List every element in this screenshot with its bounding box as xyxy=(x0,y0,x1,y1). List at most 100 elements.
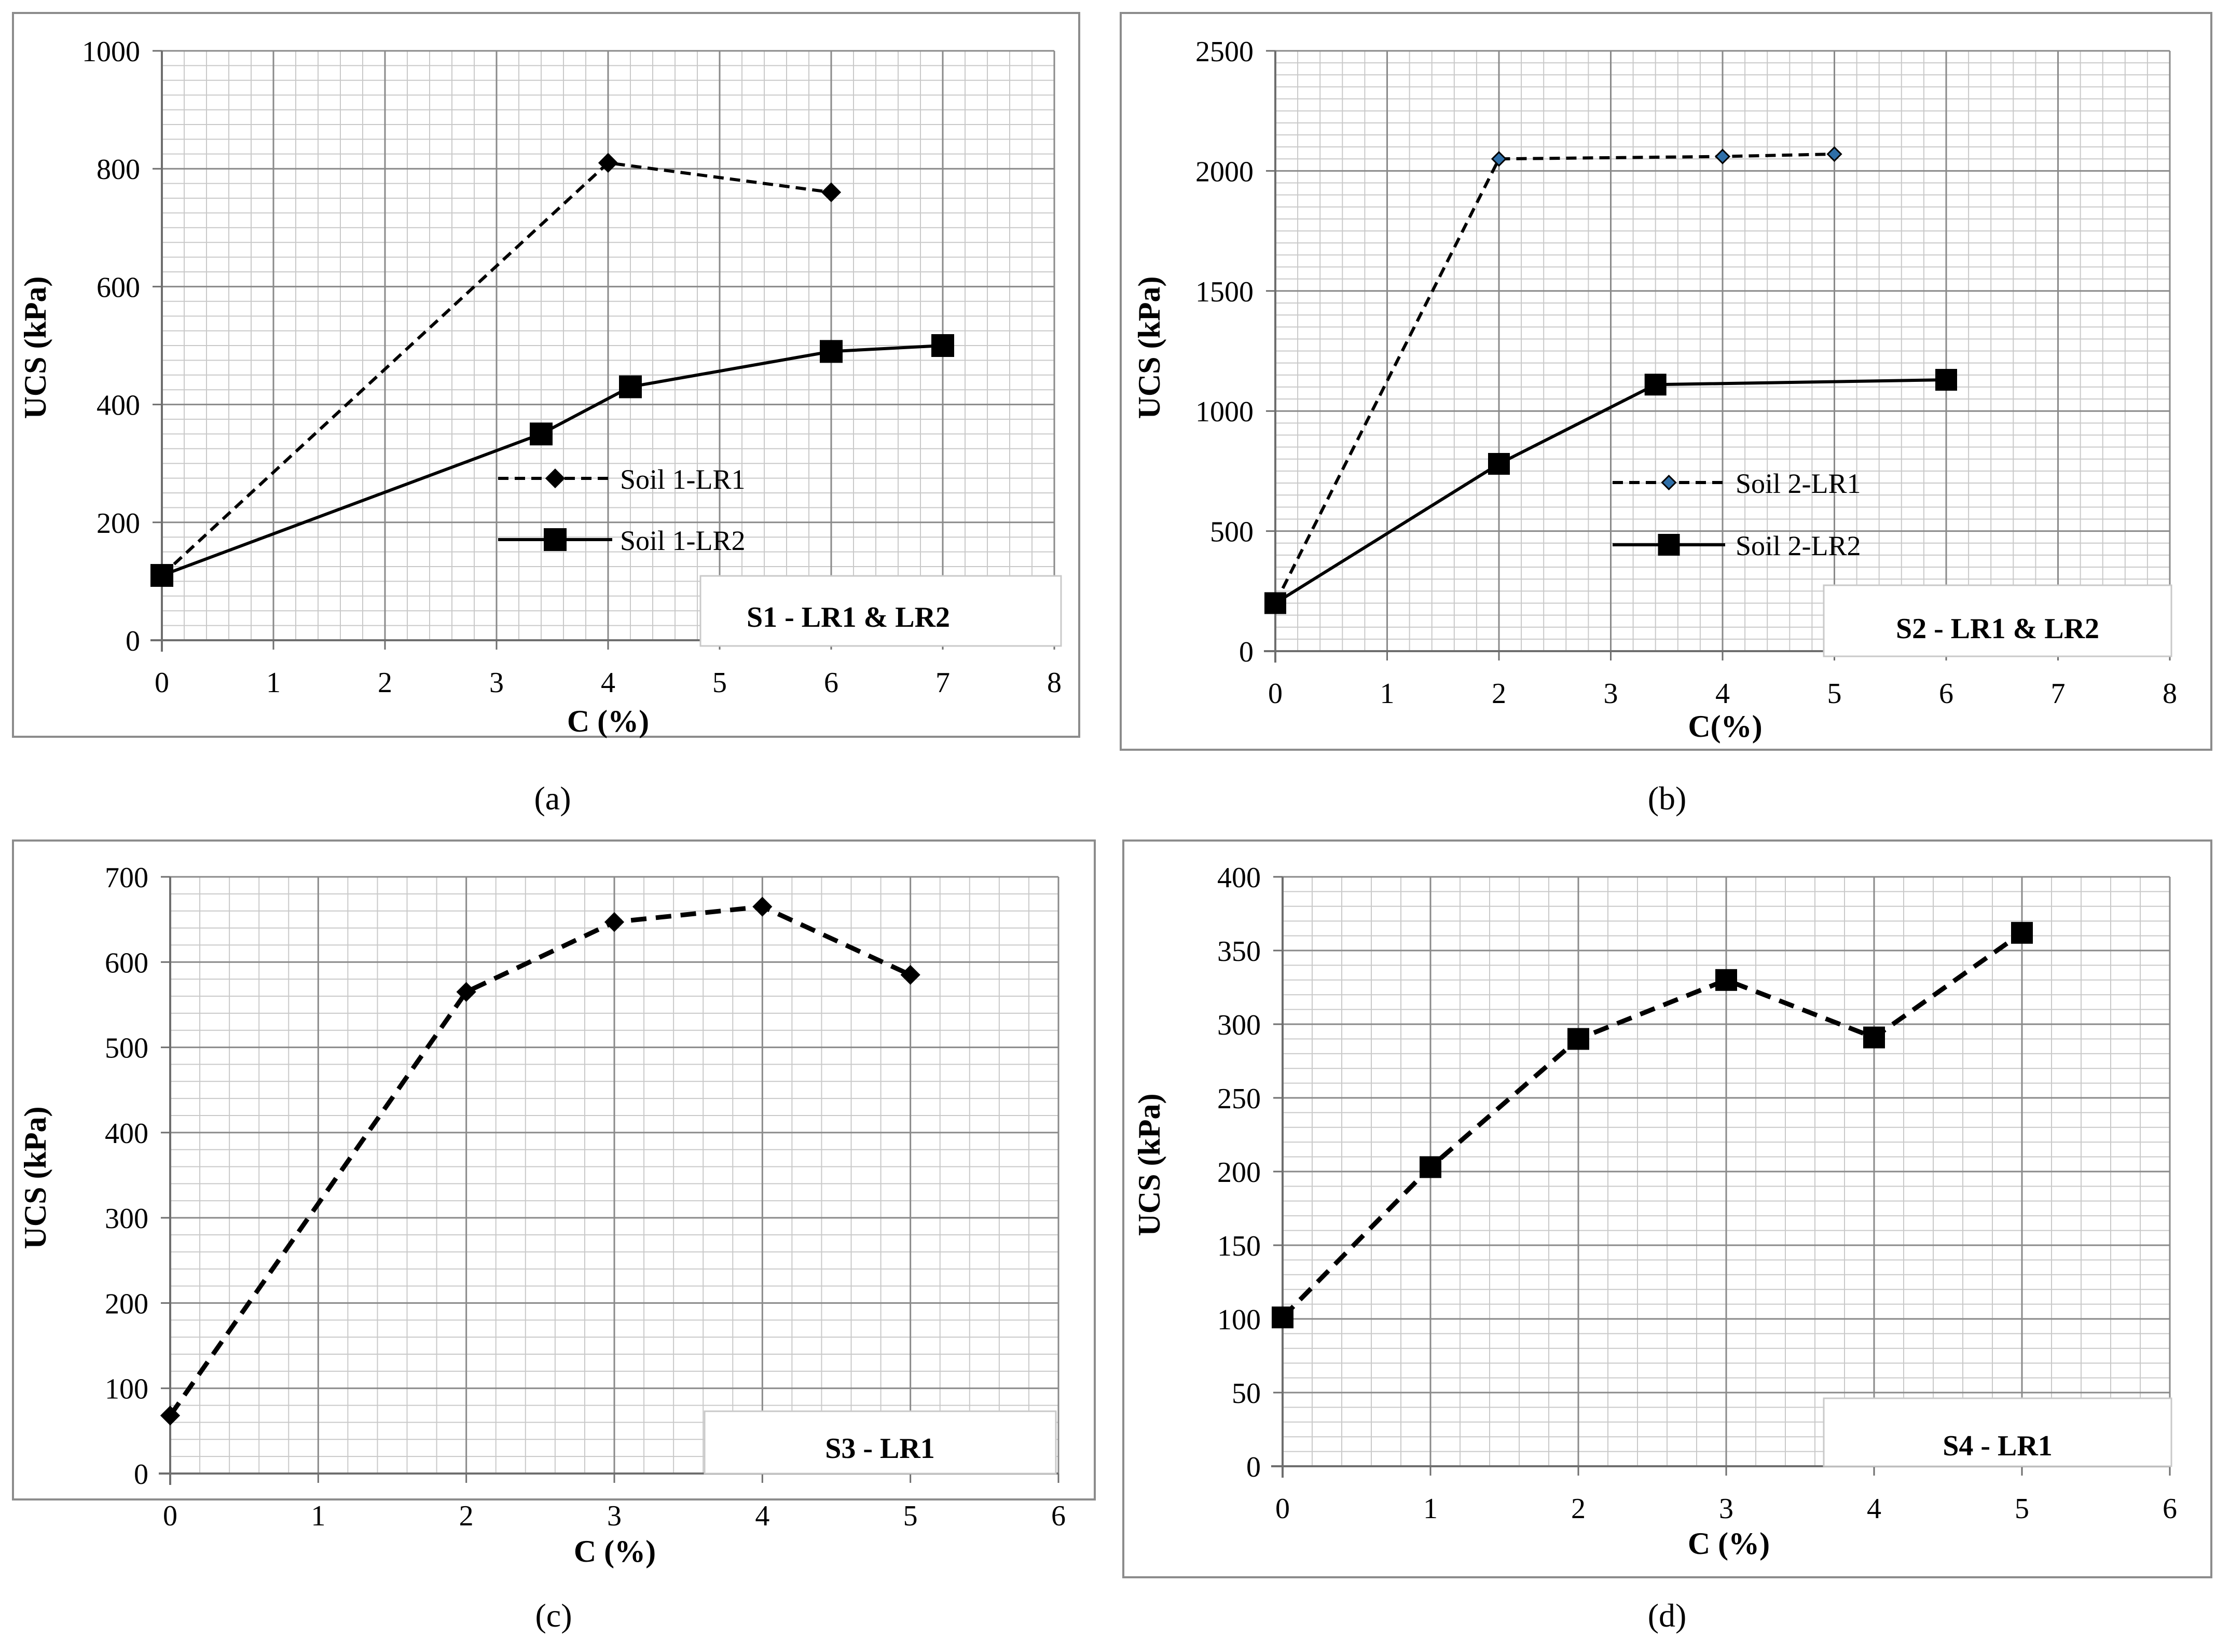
data-point xyxy=(1488,453,1510,475)
x-axis-label: C(%) xyxy=(1688,709,1762,744)
y-axis-label: UCS (kPa) xyxy=(18,1106,52,1249)
x-tick-label: 8 xyxy=(2163,678,2177,710)
x-tick-label: 0 xyxy=(155,667,169,699)
chart-panel: 0 1 2 3 4 5 6 0 100 200 300 400 500 600 700 S3 - LR1 C (… xyxy=(12,839,1096,1568)
legend-marker xyxy=(544,528,567,551)
data-point xyxy=(150,564,173,587)
data-point xyxy=(1644,374,1667,396)
panel-label: (d) xyxy=(1648,1597,1687,1634)
chart-frame xyxy=(12,839,1096,1500)
y-tick-label: 1500 xyxy=(1195,276,1254,308)
data-point xyxy=(900,965,920,985)
chart-title: S3 - LR1 xyxy=(825,1433,935,1465)
x-axis-label: C (%) xyxy=(574,1534,656,1568)
legend: Soil 1-LR1 Soil 1-LR2 xyxy=(498,464,746,556)
x-tick-label: 2 xyxy=(1492,678,1506,710)
x-tick-label: 3 xyxy=(489,667,504,699)
x-tick-label: 0 xyxy=(163,1500,177,1532)
x-tick-label: 7 xyxy=(2051,678,2066,710)
y-tick-label: 400 xyxy=(105,1118,148,1150)
data-point xyxy=(598,153,618,173)
legend-label: Soil 2-LR1 xyxy=(1736,468,1861,499)
data-series xyxy=(1264,369,1957,614)
x-tick-label: 4 xyxy=(755,1500,769,1532)
panel-label: (b) xyxy=(1648,780,1687,817)
y-tick-label: 350 xyxy=(1217,935,1261,968)
legend-label: Soil 1-LR2 xyxy=(620,525,746,556)
y-axis-label: UCS (kPa) xyxy=(1132,276,1166,419)
y-tick-label: 700 xyxy=(105,862,148,894)
major-gridlines xyxy=(1274,50,2171,652)
data-point xyxy=(456,982,476,1002)
x-tick-label: 5 xyxy=(903,1500,918,1532)
y-tick-label: 50 xyxy=(1232,1378,1261,1410)
chart-title: S1 - LR1 & LR2 xyxy=(747,601,950,634)
chart-panel: 0 1 2 3 4 5 6 7 8 0 500 1000 1500 2000 2500 S2 - LR1 & … xyxy=(1120,12,2212,751)
x-tick-label: 3 xyxy=(1604,678,1618,710)
data-point xyxy=(1264,592,1286,614)
x-tick-label: 4 xyxy=(601,667,615,699)
chart-panel: 0 1 2 3 4 5 6 7 8 0 200 400 600 800 1000 S1 - LR1 & LR2… xyxy=(12,12,1080,738)
chart-title-box xyxy=(704,1410,1057,1475)
x-tick-label: 1 xyxy=(1380,678,1395,710)
data-point xyxy=(1420,1156,1441,1178)
x-tick-label: 7 xyxy=(935,667,950,699)
data-series xyxy=(150,334,954,587)
y-tick-label: 500 xyxy=(105,1032,148,1065)
x-axis-label: C (%) xyxy=(1688,1526,1770,1561)
x-tick-label: 4 xyxy=(1715,678,1730,710)
chart-title-box xyxy=(699,575,1062,647)
y-tick-label: 0 xyxy=(1239,636,1254,668)
legend-marker xyxy=(1661,474,1677,491)
legend-label: Soil 1-LR1 xyxy=(620,464,746,495)
chart-panel: 0 1 2 3 4 5 6 0 50 100 150 200 250 300 350 400 S4 - LR1 C… xyxy=(1122,839,2212,1578)
y-tick-label: 0 xyxy=(1246,1451,1261,1483)
data-point xyxy=(530,422,553,446)
chart-title: S2 - LR1 & LR2 xyxy=(1896,613,2099,645)
x-tick-label: 2 xyxy=(1571,1493,1586,1525)
chart-title-box xyxy=(1823,1397,2172,1467)
data-point xyxy=(604,912,625,932)
legend: Soil 2-LR1 Soil 2-LR2 xyxy=(1613,468,1861,561)
x-tick-label: 3 xyxy=(607,1500,622,1532)
y-tick-label: 600 xyxy=(105,947,148,979)
data-point xyxy=(1826,146,1842,162)
panel-label: (c) xyxy=(535,1597,572,1634)
y-tick-label: 2500 xyxy=(1195,36,1254,68)
legend-label: Soil 2-LR2 xyxy=(1736,530,1861,561)
data-series xyxy=(160,897,920,1426)
y-tick-label: 400 xyxy=(97,390,140,422)
y-tick-label: 300 xyxy=(1217,1009,1261,1041)
chart-title: S4 - LR1 xyxy=(1943,1430,2053,1462)
data-point xyxy=(820,340,843,363)
y-tick-label: 1000 xyxy=(82,36,140,68)
y-axis-label: UCS (kPa) xyxy=(18,276,52,419)
x-tick-label: 6 xyxy=(824,667,838,699)
data-series xyxy=(1272,921,2033,1329)
x-tick-label: 2 xyxy=(378,667,392,699)
y-tick-label: 150 xyxy=(1217,1230,1261,1262)
y-tick-label: 1000 xyxy=(1195,396,1254,428)
data-point xyxy=(752,897,773,917)
panel-label: (a) xyxy=(534,780,571,817)
y-tick-label: 2000 xyxy=(1195,156,1254,188)
x-tick-label: 2 xyxy=(459,1500,474,1532)
x-tick-label: 1 xyxy=(311,1500,325,1532)
x-tick-label: 1 xyxy=(1423,1493,1438,1525)
x-tick-label: 5 xyxy=(1827,678,1842,710)
data-point xyxy=(1935,369,1957,391)
data-point xyxy=(931,334,954,357)
data-point xyxy=(160,1406,181,1426)
data-point xyxy=(821,182,842,202)
data-point xyxy=(1272,1306,1293,1329)
series-line xyxy=(1274,378,1947,604)
data-series xyxy=(1267,146,1842,611)
data-point xyxy=(1863,1026,1885,1049)
y-tick-label: 200 xyxy=(1217,1157,1261,1189)
x-tick-label: 6 xyxy=(1939,678,1953,710)
y-tick-label: 800 xyxy=(97,154,140,186)
y-tick-label: 200 xyxy=(105,1288,148,1320)
data-point xyxy=(1714,148,1731,164)
x-tick-label: 8 xyxy=(1047,667,1062,699)
